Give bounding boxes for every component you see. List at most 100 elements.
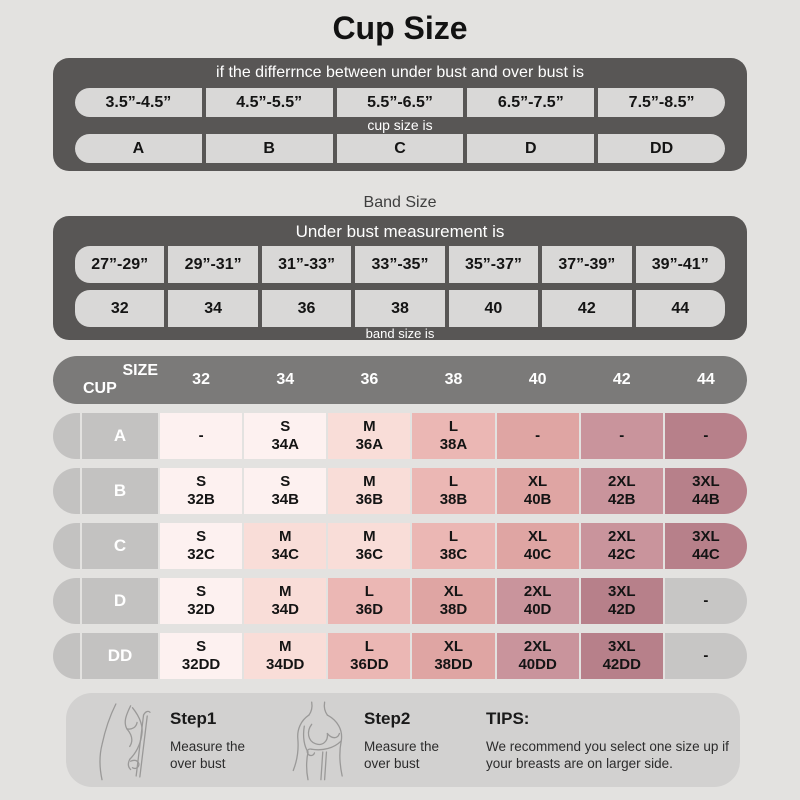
band-number-cell: 44: [635, 290, 725, 327]
size-letter: M: [278, 638, 292, 655]
size-cell: M 36A: [328, 413, 411, 459]
step1-title: Step1: [170, 708, 217, 728]
row-label: D: [82, 578, 158, 624]
size-letter: 2XL: [523, 638, 552, 655]
band-number-cell: 38: [355, 290, 445, 327]
diff-range-cell: 5.5”-6.5”: [336, 88, 464, 117]
cup-size-is-label: cup size is: [367, 117, 433, 133]
size-letter: XL: [443, 638, 464, 655]
size-code: 44C: [692, 546, 720, 563]
size-cell: M 34DD: [244, 633, 327, 679]
size-letter: S: [196, 583, 207, 600]
size-cell: S 32DD: [160, 633, 243, 679]
size-code: 38D: [439, 601, 468, 618]
size-cell: -: [496, 413, 579, 459]
band-range-cell: 37”-39”: [542, 246, 632, 283]
size-letter: -: [703, 592, 709, 609]
size-code: 40B: [523, 491, 552, 508]
size-letter: M: [363, 528, 376, 545]
size-cell: 3XL 44C: [664, 523, 747, 569]
band-range-cell: 31”-33”: [261, 246, 352, 283]
diff-range-cell: 6.5”-7.5”: [467, 88, 595, 117]
cup-letter-row: A B C D DD: [75, 134, 725, 163]
band-range-cell: 27”-29”: [75, 246, 165, 283]
size-code: 32C: [187, 546, 215, 563]
measuring-guide-box: Step1 Measure the over bust Step2 Measur…: [66, 693, 740, 787]
size-code: 40D: [523, 601, 552, 618]
size-code: 32B: [187, 491, 215, 508]
size-cell: L 38C: [412, 523, 495, 569]
band-range-cell: 35”-37”: [448, 246, 539, 283]
size-cell: 2XL 42C: [580, 523, 663, 569]
band-number-cell: 40: [448, 290, 539, 327]
size-cell: S 32C: [160, 523, 243, 569]
row-cap: [53, 413, 80, 459]
cup-letter-cell: A: [75, 134, 202, 163]
size-cell: M 36B: [328, 468, 411, 514]
cup-diff-range-row: 3.5”-4.5” 4.5”-5.5” 5.5”-6.5” 6.5”-7.5” …: [75, 88, 725, 117]
size-letter: S: [196, 473, 207, 490]
band-size-heading: Band Size: [363, 194, 437, 211]
band-size-is-label: band size is: [365, 326, 435, 341]
size-code: 40C: [523, 546, 552, 563]
row-cap: [53, 523, 80, 569]
size-letter: 2XL: [608, 528, 636, 545]
size-letter: M: [278, 583, 292, 600]
size-cell: S 32D: [160, 578, 243, 624]
size-cell: S 34A: [244, 413, 327, 459]
matrix-column-header: 34: [276, 371, 295, 388]
size-cell: 2XL 40DD: [496, 633, 579, 679]
size-code: 34B: [271, 491, 299, 508]
band-number-cell: 36: [261, 290, 352, 327]
size-cell: 3XL 42D: [580, 578, 663, 624]
size-cell: M 34D: [244, 578, 327, 624]
corner-cup-label: CUP: [83, 380, 117, 397]
band-range-cell: 29”-31”: [168, 246, 258, 283]
size-cell: M 34C: [244, 523, 327, 569]
size-cell: L 38A: [412, 413, 495, 459]
size-letter: 3XL: [608, 583, 636, 600]
size-code: 40DD: [518, 656, 557, 673]
size-code: 42D: [608, 601, 636, 618]
size-letter: M: [278, 528, 292, 545]
size-letter: M: [363, 418, 376, 435]
measure-side-figure-icon: [99, 703, 151, 781]
band-range-row: 27”-29” 29”-31” 31”-33” 33”-35” 35”-37” …: [75, 246, 725, 283]
matrix-column-header: 42: [612, 371, 631, 388]
band-size-panel: Under bust measurement is 27”-29” 29”-31…: [53, 216, 747, 340]
step2-block: Step2 Measure the over bust: [364, 709, 460, 772]
size-code: 38DD: [434, 656, 473, 673]
size-cell: XL 38DD: [412, 633, 495, 679]
cup-letter-cell: B: [205, 134, 333, 163]
size-letter: 3XL: [692, 473, 720, 490]
cup-letter-cell: D: [467, 134, 595, 163]
tips-block: TIPS: We recommend you select one size u…: [486, 709, 742, 772]
band-number-cell: 42: [542, 290, 632, 327]
size-letter: L: [364, 583, 374, 600]
cup-diff-header: if the differrnce between under bust and…: [216, 64, 584, 81]
row-cap: [53, 578, 80, 624]
cup-letter-cell: C: [336, 134, 464, 163]
size-code: 38A: [439, 436, 468, 453]
measure-front-figure-icon: [292, 701, 343, 781]
size-letter: -: [535, 427, 541, 444]
matrix-corner: SIZE CUP: [53, 356, 158, 404]
size-cell: 2XL 42B: [580, 468, 663, 514]
size-letter: XL: [528, 473, 548, 490]
row-label: B: [82, 468, 158, 514]
size-code: 44B: [692, 491, 720, 508]
row-cap: [53, 633, 80, 679]
matrix-row-dd: DD S 32DD M 34DD L 36DD XL 38DD 2XL 40DD 3XL 4…: [53, 633, 747, 679]
size-letter: L: [448, 418, 459, 435]
size-cell: XL 38D: [412, 578, 495, 624]
size-code: 34DD: [266, 656, 305, 673]
matrix-column-header: 36: [360, 371, 379, 388]
size-code: 38B: [439, 491, 468, 508]
size-cell: L 36D: [328, 578, 411, 624]
size-letter: 3XL: [608, 638, 636, 655]
row-label: DD: [82, 633, 158, 679]
size-code: 36C: [355, 546, 384, 563]
size-code: 38C: [439, 546, 468, 563]
size-code: 42DD: [602, 656, 641, 673]
size-letter: XL: [443, 583, 464, 600]
